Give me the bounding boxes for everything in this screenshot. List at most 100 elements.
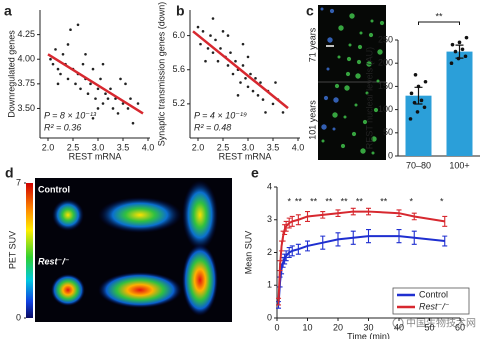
row-label: Rest⁻/⁻	[38, 256, 70, 266]
significance-label: **	[295, 196, 303, 206]
age-label: 101 years	[307, 100, 317, 140]
data-point	[104, 92, 107, 95]
nucleus	[321, 124, 327, 130]
nucleus	[365, 91, 369, 95]
bar	[446, 51, 473, 156]
legend-box	[392, 287, 470, 315]
cell-nuclei	[320, 7, 385, 155]
nucleus	[360, 148, 366, 154]
nucleus	[344, 85, 350, 91]
x-tick-label: 60	[455, 322, 465, 332]
y-tick-label: 3.75	[17, 78, 35, 88]
data-point	[271, 102, 275, 106]
data-point	[456, 56, 461, 61]
data-point	[261, 98, 265, 101]
y-tick-label: 5.6	[172, 64, 185, 74]
nucleus	[334, 83, 340, 89]
stat-annotation: R² = 0.36	[44, 122, 81, 132]
significance-label: *	[409, 196, 413, 206]
nucleus	[351, 131, 357, 137]
x-tick-label: 4.0	[292, 142, 305, 152]
panel-label: b	[176, 3, 185, 19]
data-point	[89, 82, 92, 86]
data-point	[121, 102, 125, 105]
x-tick-label: 50	[424, 322, 434, 332]
data-point	[457, 40, 462, 45]
y-axis-label: Downregulated genes	[6, 30, 16, 118]
regression-line	[192, 30, 289, 110]
data-point	[460, 47, 465, 52]
pet-scan	[52, 199, 84, 231]
data-point	[412, 100, 417, 105]
series-line	[277, 235, 445, 305]
x-tick-label: 10	[302, 322, 312, 332]
data-point	[209, 34, 212, 37]
data-point	[99, 77, 102, 81]
x-tick-label: 3.5	[267, 142, 280, 152]
nucleus	[370, 19, 374, 23]
data-point	[244, 76, 247, 80]
data-point	[81, 62, 85, 66]
data-point	[66, 43, 70, 46]
data-point	[214, 38, 217, 42]
nucleus	[346, 56, 352, 62]
data-point	[129, 97, 132, 100]
y-tick-label: 4.25	[17, 29, 35, 39]
pet-scan	[98, 272, 182, 308]
data-point	[91, 117, 95, 120]
y-tick-label: 4.00	[17, 54, 35, 64]
y-tick-label: 250	[378, 34, 393, 44]
legend-label: Rest⁻/⁻	[419, 301, 450, 311]
data-point	[66, 77, 70, 81]
x-tick-label: 2.5	[217, 142, 230, 152]
x-tick-label: 3.5	[117, 142, 130, 152]
data-point	[106, 97, 110, 100]
data-point	[54, 48, 57, 51]
data-point	[251, 89, 255, 93]
regression-line	[47, 53, 144, 115]
data-point	[419, 98, 424, 103]
x-tick-label: 4.0	[142, 142, 155, 152]
y-tick-label: 0	[388, 150, 393, 160]
stat-annotation: R² = 0.48	[194, 122, 231, 132]
data-point	[124, 82, 127, 86]
data-point	[116, 112, 120, 115]
data-point	[246, 55, 250, 59]
panel-label: d	[5, 165, 14, 181]
y-tick-label: 2	[267, 247, 272, 257]
nucleus	[343, 115, 347, 119]
x-tick-label: 2.0	[192, 142, 205, 152]
x-tick-label: 3.0	[92, 142, 105, 152]
pet-scan	[182, 180, 218, 250]
y-tick-label: 50	[383, 127, 393, 137]
nucleus	[327, 37, 333, 43]
data-point	[69, 28, 72, 31]
data-point	[109, 87, 112, 91]
data-point	[86, 92, 90, 95]
data-point	[76, 23, 80, 27]
x-tick-label: 30	[363, 322, 373, 332]
data-point	[231, 72, 235, 76]
data-point	[413, 73, 418, 77]
colorbar-tick-label: 0	[16, 312, 21, 322]
significance-label: **	[435, 11, 443, 21]
y-tick-label: 3.50	[17, 103, 35, 113]
nucleus	[329, 8, 335, 14]
significance-label: *	[287, 196, 291, 206]
y-tick-label: 150	[378, 81, 393, 91]
nucleus	[326, 67, 330, 71]
data-point	[61, 53, 65, 56]
y-tick-label: 1	[267, 280, 272, 290]
data-point	[450, 42, 455, 47]
data-point	[463, 54, 468, 59]
nucleus	[371, 151, 375, 155]
y-tick-label: 200	[378, 58, 393, 68]
data-point	[226, 64, 230, 67]
x-tick-label: 2.5	[67, 142, 80, 152]
data-point	[219, 47, 222, 50]
data-point	[415, 110, 420, 114]
data-point	[464, 35, 469, 40]
y-tick-label: 4	[267, 181, 272, 191]
nucleus	[373, 107, 379, 113]
